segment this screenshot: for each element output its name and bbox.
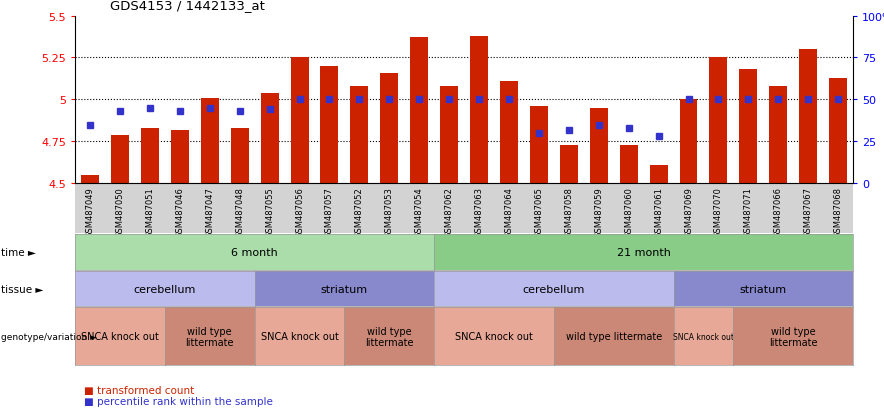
Bar <box>769 87 788 184</box>
Bar <box>590 109 607 184</box>
Text: 21 month: 21 month <box>617 247 671 257</box>
Text: wild type
littermate: wild type littermate <box>769 326 818 347</box>
Text: cerebellum: cerebellum <box>522 284 585 294</box>
Text: genotype/variation ►: genotype/variation ► <box>1 332 97 341</box>
Bar <box>440 87 458 184</box>
Bar <box>739 70 758 184</box>
Text: wild type
littermate: wild type littermate <box>365 326 414 347</box>
Text: tissue ►: tissue ► <box>1 284 43 294</box>
Bar <box>410 38 428 184</box>
Bar <box>350 87 369 184</box>
Bar <box>829 78 847 184</box>
Text: time ►: time ► <box>1 247 35 257</box>
Bar <box>560 145 578 184</box>
Text: 6 month: 6 month <box>232 247 278 257</box>
Bar <box>141 128 159 184</box>
Bar <box>680 100 697 184</box>
Text: wild type littermate: wild type littermate <box>566 332 662 342</box>
Text: ■ percentile rank within the sample: ■ percentile rank within the sample <box>84 396 273 406</box>
Bar <box>799 50 817 184</box>
Bar <box>620 145 637 184</box>
Bar <box>500 82 518 184</box>
Text: SNCA knock out: SNCA knock out <box>81 332 159 342</box>
Bar <box>530 107 548 184</box>
Bar <box>470 37 488 184</box>
Bar <box>261 93 278 184</box>
Bar <box>291 58 309 184</box>
Bar <box>321 66 339 184</box>
Text: wild type
littermate: wild type littermate <box>186 326 234 347</box>
Text: SNCA knock out: SNCA knock out <box>673 332 734 341</box>
Text: SNCA knock out: SNCA knock out <box>261 332 339 342</box>
Text: SNCA knock out: SNCA knock out <box>455 332 533 342</box>
Text: ■ transformed count: ■ transformed count <box>84 385 194 395</box>
Bar <box>111 135 129 184</box>
Bar <box>231 128 248 184</box>
Text: striatum: striatum <box>321 284 368 294</box>
Bar <box>201 98 218 184</box>
Bar <box>650 165 667 184</box>
Bar <box>81 176 99 184</box>
Text: GDS4153 / 1442133_at: GDS4153 / 1442133_at <box>110 0 265 12</box>
Bar <box>710 58 728 184</box>
Text: striatum: striatum <box>740 284 787 294</box>
Bar <box>380 74 399 184</box>
Text: cerebellum: cerebellum <box>133 284 196 294</box>
Bar <box>171 130 189 184</box>
